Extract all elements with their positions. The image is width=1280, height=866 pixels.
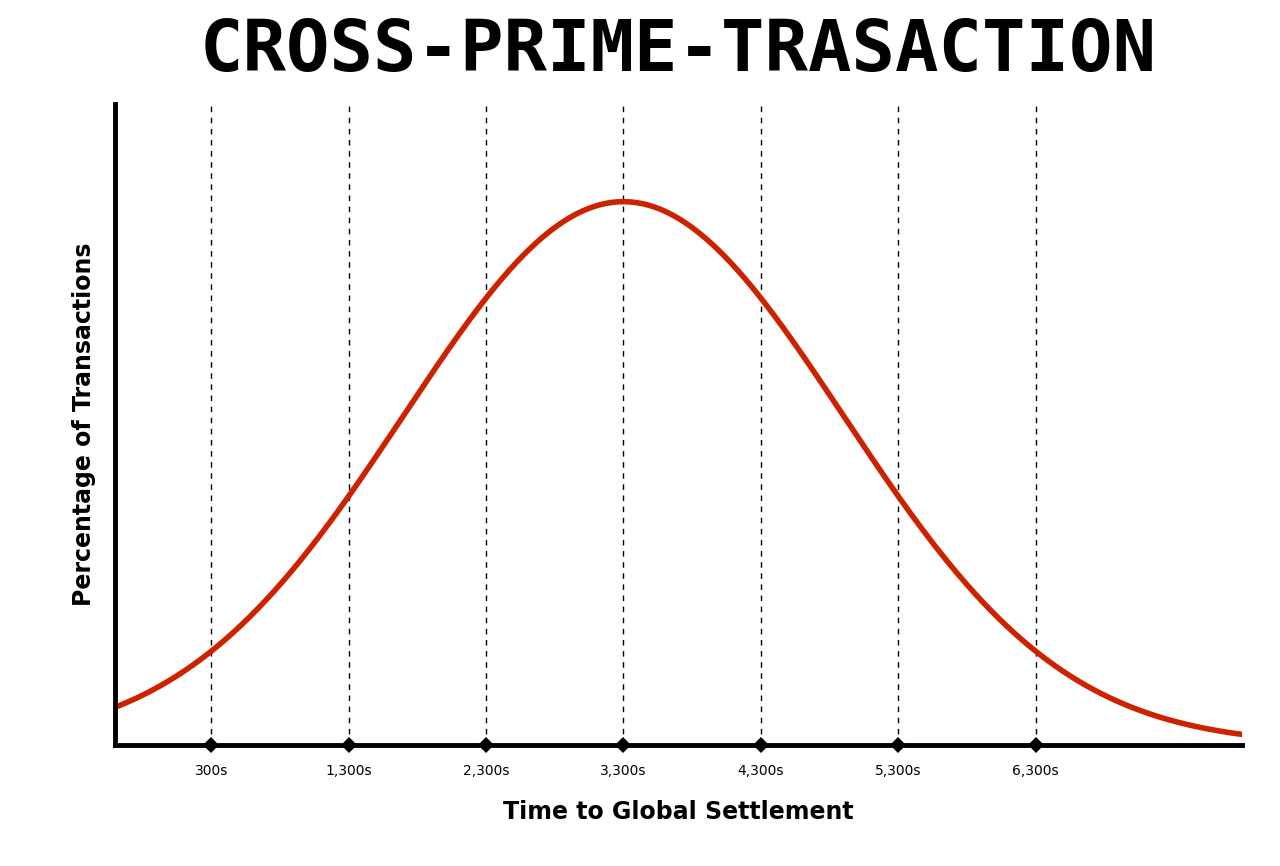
Title: CROSS-PRIME-TRASACTION: CROSS-PRIME-TRASACTION [200,16,1157,86]
Y-axis label: Percentage of Transactions: Percentage of Transactions [72,242,96,606]
X-axis label: Time to Global Settlement: Time to Global Settlement [503,800,854,824]
